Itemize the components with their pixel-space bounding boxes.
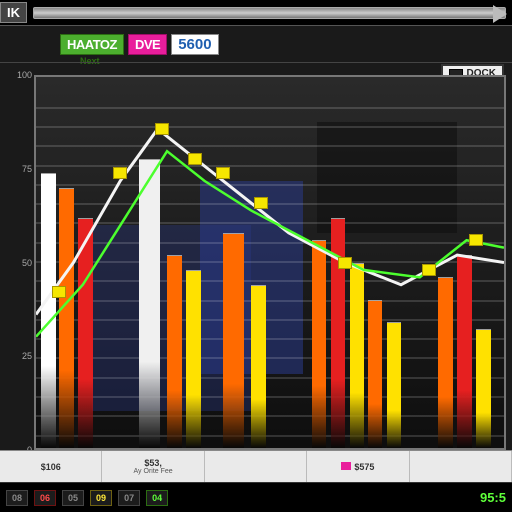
data-marker[interactable] xyxy=(254,197,268,209)
badge-number: 5600 xyxy=(171,34,218,55)
badge-pink[interactable]: DVE xyxy=(128,34,167,55)
badge-green[interactable]: HAATOZ xyxy=(60,34,124,55)
y-axis: 0255075100 xyxy=(0,75,34,450)
data-marker[interactable] xyxy=(422,264,436,276)
data-marker[interactable] xyxy=(216,167,230,179)
y-tick: 100 xyxy=(17,70,32,80)
top-bar: IK xyxy=(0,0,512,26)
y-tick: 50 xyxy=(22,258,32,268)
x-cell: $53,Ay Orite Fee xyxy=(102,451,204,482)
x-cell xyxy=(205,451,307,482)
data-marker[interactable] xyxy=(188,153,202,165)
x-cell xyxy=(410,451,512,482)
status-chip[interactable]: 04 xyxy=(146,490,168,506)
y-tick: 25 xyxy=(22,351,32,361)
data-marker[interactable] xyxy=(113,167,127,179)
data-marker[interactable] xyxy=(155,123,169,135)
lines-layer xyxy=(36,77,504,448)
data-marker[interactable] xyxy=(52,286,66,298)
status-chip[interactable]: 05 xyxy=(62,490,84,506)
progress-arrow-icon xyxy=(493,5,507,23)
status-right-value: 95:5 xyxy=(480,490,506,505)
status-chip[interactable]: 08 xyxy=(6,490,28,506)
trend-line-green xyxy=(36,151,504,337)
x-axis: $106$53,Ay Orite Fee $575 xyxy=(0,450,512,482)
data-marker[interactable] xyxy=(338,257,352,269)
progress-track[interactable] xyxy=(33,7,506,19)
x-cell: $106 xyxy=(0,451,102,482)
y-tick: 75 xyxy=(22,164,32,174)
x-legend-swatch-icon xyxy=(341,462,351,470)
top-left-label: IK xyxy=(0,2,27,23)
status-chip[interactable]: 09 xyxy=(90,490,112,506)
status-chip[interactable]: 06 xyxy=(34,490,56,506)
chart-frame xyxy=(34,75,506,450)
data-marker[interactable] xyxy=(469,234,483,246)
bottom-status-bar: 08 06 05 09 07 04 95:5 xyxy=(0,482,512,512)
chart-area: 0255075100 xyxy=(0,62,512,450)
badge-row: HAATOZ DVE 5600 xyxy=(60,30,219,58)
x-cell: $575 xyxy=(307,451,409,482)
status-chips: 08 06 05 09 07 04 xyxy=(6,490,168,506)
status-chip[interactable]: 07 xyxy=(118,490,140,506)
